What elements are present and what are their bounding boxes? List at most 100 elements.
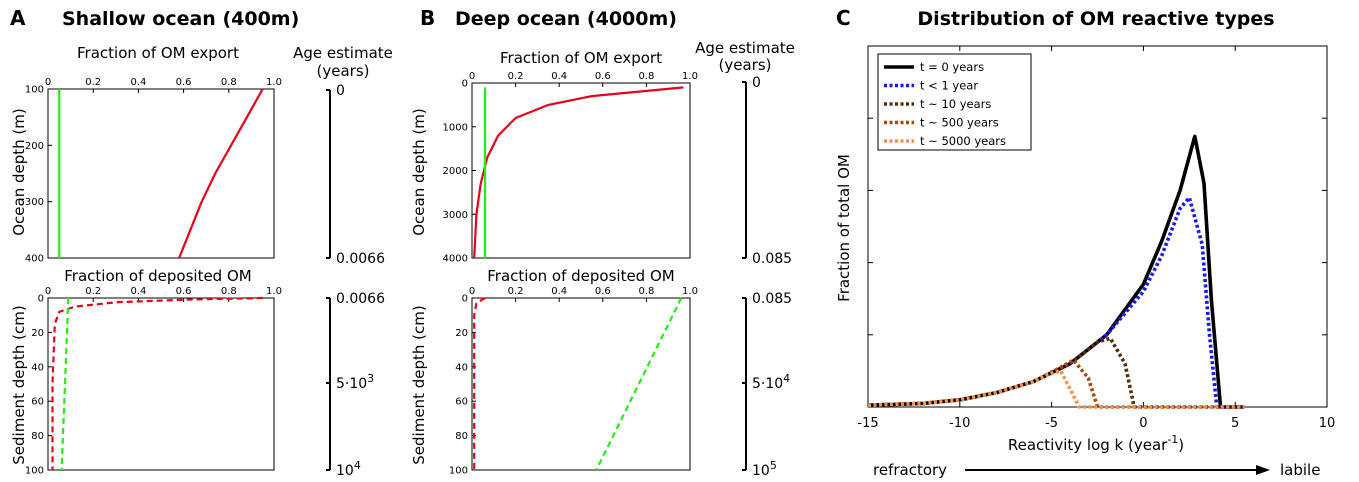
plot-a-bottom: 0 0.2 0.4 0.6 0.8 1.0 0 20 40 60 80 100 bbox=[25, 286, 282, 477]
panel-a-title: Shallow ocean (400m) bbox=[62, 8, 299, 30]
series-red-line bbox=[51, 296, 263, 470]
x-tick-label: -15 bbox=[857, 416, 878, 431]
x-tick-label: 0.4 bbox=[130, 77, 146, 88]
panel-a-bottom-ylabel: Sediment depth (cm) bbox=[10, 305, 28, 464]
panel-a-top-ylabel: Ocean depth (m) bbox=[10, 108, 28, 236]
y-tick-label: 20 bbox=[31, 328, 44, 339]
plot-frame bbox=[471, 297, 691, 471]
x-tick-label: 0.6 bbox=[176, 77, 192, 88]
panel-b-age-axis-bottom: 0.085 5·104 105 bbox=[742, 291, 792, 479]
x-tick-label: 0 bbox=[45, 286, 51, 297]
age-label: 0.0066 bbox=[336, 251, 385, 267]
age-label: 0.085 bbox=[752, 291, 792, 307]
x-tick-label: 1.0 bbox=[682, 286, 698, 297]
legend: t = 0 years t < 1 year t ~ 10 years t ~ 500… bbox=[877, 53, 1032, 151]
y-tick-label: 400 bbox=[25, 254, 44, 265]
series-red-line bbox=[473, 297, 486, 470]
panel-b-top-ylabel: Ocean depth (m) bbox=[410, 108, 428, 236]
x-tick-label: 0.8 bbox=[221, 286, 237, 297]
x-tick-label: 0.2 bbox=[85, 77, 101, 88]
y-tick-label: 4000 bbox=[443, 254, 468, 265]
panel-a-age-axis-top: 0 0.0066 bbox=[326, 83, 385, 267]
x-tick-label: 0 bbox=[45, 77, 51, 88]
panel-a-letter: A bbox=[10, 6, 26, 30]
panel-c-xlabel: Reactivity log k (year-1) bbox=[1008, 433, 1184, 454]
panel-b-bottom-ylabel: Sediment depth (cm) bbox=[410, 305, 428, 464]
panel-c-ylabel: Fraction of total OM bbox=[835, 154, 853, 302]
y-tick-label: 60 bbox=[31, 397, 44, 408]
reactivity-arrow-head bbox=[1256, 465, 1270, 475]
x-tick-label: 0.6 bbox=[595, 71, 611, 82]
panel-b-letter: B bbox=[420, 6, 435, 30]
series-black-line bbox=[867, 134, 1245, 409]
panel-b-top-title: Fraction of OM export bbox=[500, 49, 662, 67]
y-tick-label: 0 bbox=[462, 294, 468, 305]
y-tick-label: 2000 bbox=[443, 166, 468, 177]
x-tick-label: 1.0 bbox=[266, 77, 282, 88]
legend-entry: t ~ 5000 years bbox=[920, 134, 1006, 148]
x-tick-label: 0.8 bbox=[221, 77, 237, 88]
plot-b-top: 0 0.2 0.4 0.6 0.8 1.0 0 1000 2000 3000 4000 bbox=[443, 71, 698, 265]
legend-box bbox=[877, 53, 1032, 151]
y-tick-label: 80 bbox=[31, 431, 44, 442]
plot-b-bottom: 0 0.2 0.4 0.6 0.8 1.0 0 20 40 60 80 100 bbox=[449, 286, 698, 477]
x-tick-label: 0.4 bbox=[551, 286, 567, 297]
y-tick-label: 100 bbox=[449, 466, 468, 477]
age-label: 0 bbox=[752, 75, 761, 91]
plot-frame bbox=[471, 82, 691, 259]
y-tick-label: 300 bbox=[25, 197, 44, 208]
panel-b-title: Deep ocean (4000m) bbox=[455, 8, 677, 30]
plot-a-top: 0 0.2 0.4 0.6 0.8 1.0 100 200 300 400 bbox=[25, 77, 282, 265]
panel-b-age-axis-top: 0 0.085 bbox=[742, 75, 792, 267]
legend-entry: t = 0 years bbox=[920, 60, 984, 74]
arrow-label-refractory: refractory bbox=[873, 461, 947, 479]
y-tick-label: 0 bbox=[462, 79, 468, 90]
y-tick-label: 40 bbox=[455, 362, 468, 373]
series-red-line bbox=[473, 86, 684, 259]
panel-a: A Shallow ocean (400m) Fraction of OM ex… bbox=[10, 6, 393, 479]
x-tick-label: 0.2 bbox=[508, 286, 524, 297]
plot-c: -15 -10 -5 0 5 10 t = 0 years t < 1 year t ~ 10 … bbox=[857, 45, 1336, 431]
x-tick-label: 0.6 bbox=[176, 286, 192, 297]
x-tick-label: 0.8 bbox=[638, 71, 654, 82]
plot-frame bbox=[47, 297, 275, 471]
x-tick-label: 1.0 bbox=[682, 71, 698, 82]
x-tick-label: 0.8 bbox=[638, 286, 654, 297]
x-tick-label: 0.6 bbox=[595, 286, 611, 297]
x-tick-label: 0.4 bbox=[130, 286, 146, 297]
series-green-line bbox=[60, 297, 70, 471]
age-label: 5·103 bbox=[336, 372, 374, 392]
series-red-line bbox=[178, 88, 264, 259]
y-tick-label: 100 bbox=[25, 466, 44, 477]
y-tick-label: 80 bbox=[455, 431, 468, 442]
x-tick-label: -5 bbox=[1045, 416, 1058, 431]
x-tick-label: 5 bbox=[1231, 416, 1239, 431]
arrow-label-labile: labile bbox=[1280, 461, 1320, 479]
age-label: 0.085 bbox=[752, 251, 792, 267]
x-tick-label: 0 bbox=[1139, 416, 1147, 431]
y-tick-label: 20 bbox=[455, 328, 468, 339]
panel-b-bottom-title: Fraction of deposited OM bbox=[487, 267, 674, 285]
x-tick-label: 0 bbox=[469, 286, 475, 297]
age-label: 0.0066 bbox=[336, 291, 385, 307]
panel-a-top-title: Fraction of OM export bbox=[77, 44, 239, 62]
y-tick-label: 0 bbox=[38, 294, 44, 305]
x-tick-label: 10 bbox=[1319, 416, 1336, 431]
x-tick-label: 0.4 bbox=[551, 71, 567, 82]
panel-c-title: Distribution of OM reactive types bbox=[917, 8, 1274, 30]
series-green-line bbox=[595, 297, 683, 471]
panel-c-letter: C bbox=[836, 6, 851, 30]
panel-a-age-axis-bottom: 0.0066 5·103 104 bbox=[326, 291, 385, 479]
y-tick-label: 3000 bbox=[443, 210, 468, 221]
x-tick-label: 0.2 bbox=[508, 71, 524, 82]
y-tick-label: 60 bbox=[455, 397, 468, 408]
panel-b-age-title-1: Age estimate bbox=[695, 39, 795, 57]
age-label: 0 bbox=[336, 83, 345, 99]
legend-entry: t < 1 year bbox=[920, 79, 978, 93]
panel-a-age-title-1: Age estimate bbox=[293, 44, 393, 62]
x-tick-label: 0.2 bbox=[85, 286, 101, 297]
panel-a-age-title-2: (years) bbox=[317, 62, 370, 80]
y-tick-label: 200 bbox=[25, 141, 44, 152]
age-label: 5·104 bbox=[752, 372, 790, 392]
